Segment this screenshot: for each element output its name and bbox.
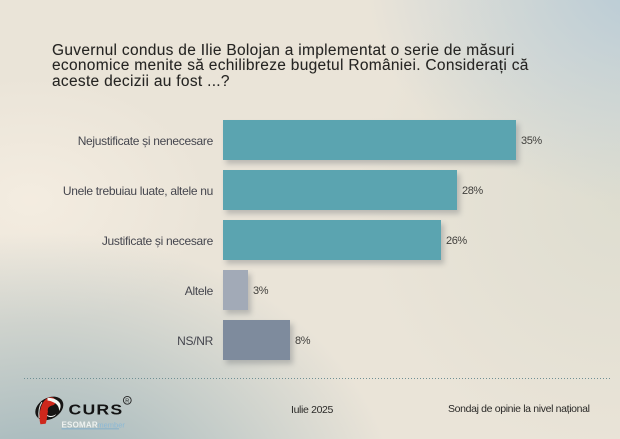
svg-text:R: R: [125, 398, 129, 404]
svg-text:CURS: CURS: [69, 402, 124, 418]
svg-text:member: member: [97, 421, 125, 430]
svg-text:ESOMAR: ESOMAR: [62, 421, 98, 430]
